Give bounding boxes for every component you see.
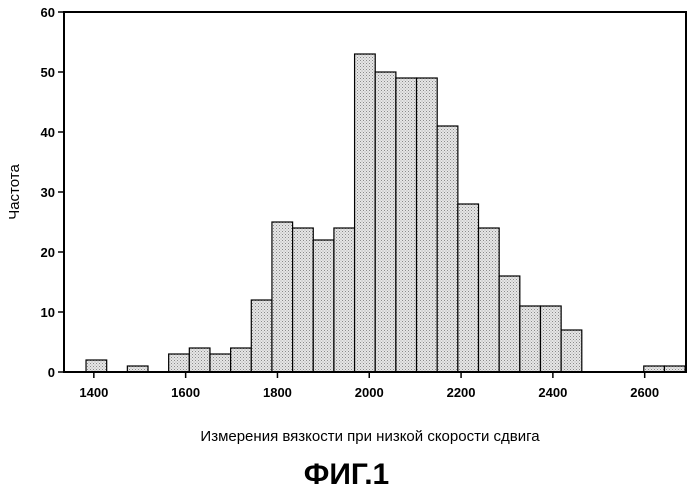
histogram-bar <box>231 348 252 372</box>
figure-caption: ФИГ.1 <box>0 458 693 492</box>
y-tick-label: 40 <box>41 125 55 140</box>
histogram-bar <box>334 228 355 372</box>
histogram-bar <box>561 330 582 372</box>
x-axis-title: Измерения вязкости при низкой скорости с… <box>200 428 540 445</box>
histogram-bar <box>189 348 210 372</box>
histogram-bar <box>396 78 417 372</box>
x-tick-label: 2000 <box>355 385 384 400</box>
histogram-bar <box>437 126 458 372</box>
x-tick-label: 2600 <box>630 385 659 400</box>
x-tick-label: 1400 <box>79 385 108 400</box>
histogram-bar <box>86 360 107 372</box>
histogram-bar <box>520 306 541 372</box>
histogram-chart: 0 10 20 30 40 50 60 1400 1600 1800 2000 2200 2400 26… <box>0 0 693 455</box>
histogram-bar <box>355 54 376 372</box>
histogram-bar <box>251 300 272 372</box>
histogram-bar <box>458 204 479 372</box>
y-tick-label: 60 <box>41 5 55 20</box>
histogram-bar <box>479 228 500 372</box>
x-tick-label: 2400 <box>538 385 567 400</box>
y-axis-title: Частота <box>6 164 23 220</box>
histogram-bar <box>169 354 190 372</box>
x-axis: 1400 1600 1800 2000 2200 2400 2600 <box>79 372 659 400</box>
x-tick-label: 1800 <box>263 385 292 400</box>
histogram-bar <box>499 276 520 372</box>
x-tick-label: 1600 <box>171 385 200 400</box>
histogram-bar <box>272 222 293 372</box>
bars-layer <box>86 54 685 372</box>
y-tick-label: 0 <box>48 365 55 380</box>
histogram-bar <box>293 228 314 372</box>
histogram-bar <box>313 240 334 372</box>
histogram-bar <box>375 72 396 372</box>
y-tick-label: 50 <box>41 65 55 80</box>
y-tick-label: 10 <box>41 305 55 320</box>
histogram-bar <box>210 354 231 372</box>
y-tick-label: 30 <box>41 185 55 200</box>
y-tick-label: 20 <box>41 245 55 260</box>
x-tick-label: 2200 <box>447 385 476 400</box>
histogram-bar <box>417 78 438 372</box>
histogram-bar <box>540 306 561 372</box>
y-axis: 0 10 20 30 40 50 60 <box>41 5 64 380</box>
